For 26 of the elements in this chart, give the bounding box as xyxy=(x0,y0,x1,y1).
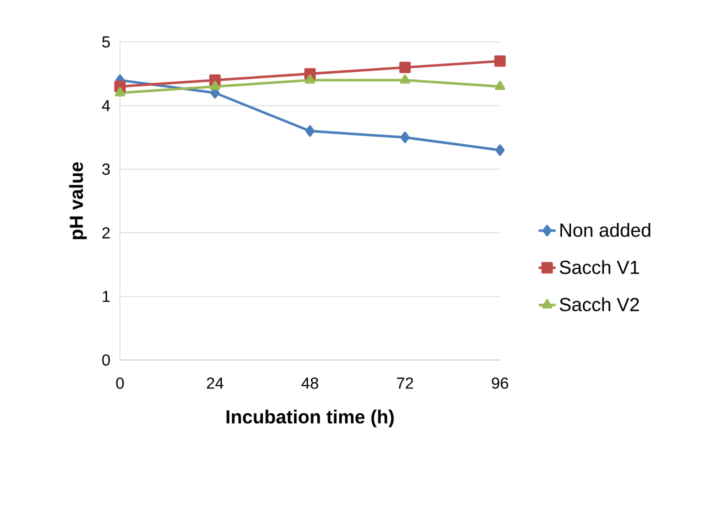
point xyxy=(210,80,220,90)
point xyxy=(400,74,410,84)
y-tick-label: 4 xyxy=(102,100,110,112)
x-tick-label: 48 xyxy=(301,378,318,389)
legend-label: Non added xyxy=(560,222,650,237)
y-tick-label: 1 xyxy=(102,290,110,302)
point xyxy=(114,87,126,96)
y-tick-label: 3 xyxy=(102,164,110,175)
x-tick-label: 72 xyxy=(396,378,414,389)
x-tick-label: 24 xyxy=(206,378,224,389)
legend-label: Sacch V2 xyxy=(560,297,639,312)
point xyxy=(399,62,411,74)
point xyxy=(304,74,316,84)
legend-label: Sacch V1 xyxy=(560,260,639,274)
point xyxy=(305,125,315,137)
x-axis-title: Incubation time (h) xyxy=(226,410,394,428)
point xyxy=(400,132,410,144)
x-tick-label: 0 xyxy=(116,378,124,389)
point xyxy=(495,144,505,156)
y-axis-title: pH value xyxy=(69,162,87,240)
x-tick-label: 96 xyxy=(492,378,508,389)
y-tick-label: 2 xyxy=(102,227,110,238)
y-tick-label: 5 xyxy=(102,36,110,48)
y-tick-label: 0 xyxy=(102,354,110,366)
point xyxy=(494,80,506,90)
point xyxy=(494,55,506,67)
